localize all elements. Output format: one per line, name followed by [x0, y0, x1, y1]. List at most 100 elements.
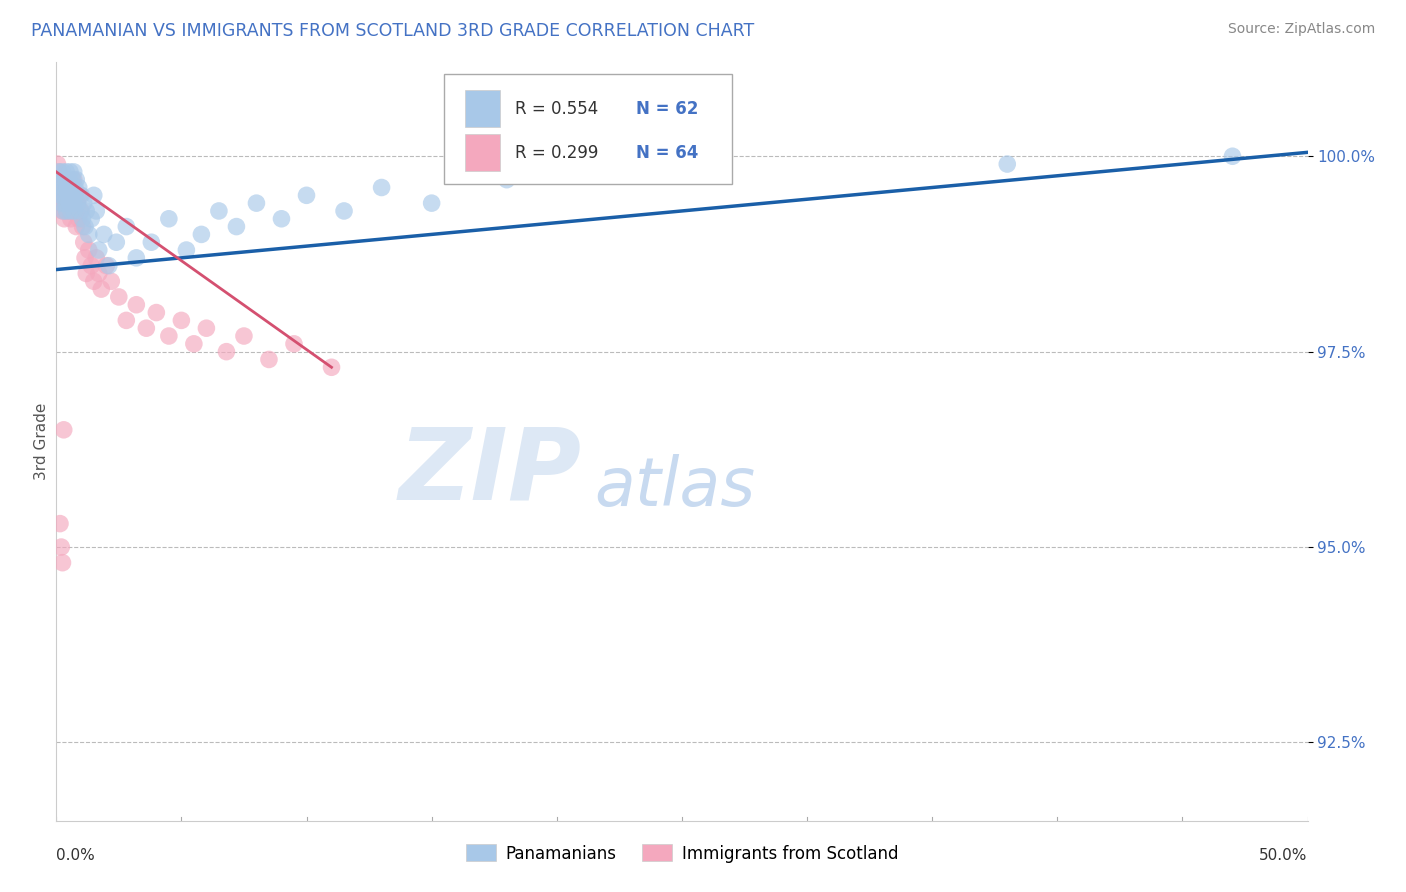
Point — [67, 180, 90, 194]
Point — [96, 259, 118, 273]
Point — [51, 172, 73, 186]
Point — [157, 329, 180, 343]
Point — [58, 196, 80, 211]
Point — [69, 203, 91, 218]
Point — [72, 219, 94, 234]
Text: 50.0%: 50.0% — [1260, 848, 1308, 863]
Point — [321, 360, 343, 375]
Point — [46, 172, 69, 186]
Point — [97, 259, 120, 273]
Point — [84, 251, 107, 265]
Point — [87, 267, 110, 281]
Text: R = 0.554: R = 0.554 — [516, 100, 599, 118]
Point — [75, 267, 97, 281]
Point — [51, 196, 73, 211]
Point — [52, 180, 75, 194]
Point — [51, 540, 73, 554]
Point — [63, 203, 86, 218]
Point — [48, 165, 70, 179]
Point — [190, 227, 212, 242]
Point — [72, 211, 94, 226]
Point — [84, 203, 107, 218]
Point — [63, 188, 86, 202]
Point — [73, 251, 96, 265]
Point — [87, 243, 110, 257]
Point — [55, 180, 77, 194]
Point — [52, 203, 75, 218]
Point — [90, 282, 112, 296]
Text: ZIP: ZIP — [399, 424, 582, 520]
Point — [63, 180, 86, 194]
Text: atlas: atlas — [595, 454, 755, 520]
Point — [108, 290, 131, 304]
Point — [53, 188, 76, 202]
Point — [77, 227, 100, 242]
Point — [145, 305, 167, 319]
Point — [62, 172, 84, 186]
Point — [157, 211, 180, 226]
Point — [53, 188, 76, 202]
Point — [333, 203, 356, 218]
Point — [60, 203, 83, 218]
Point — [233, 329, 256, 343]
Point — [995, 157, 1018, 171]
Point — [73, 219, 96, 234]
Point — [48, 165, 70, 179]
Point — [46, 157, 69, 171]
Point — [100, 274, 122, 288]
Point — [62, 180, 84, 194]
Point — [58, 172, 80, 186]
Text: R = 0.299: R = 0.299 — [516, 144, 599, 161]
Point — [49, 180, 72, 194]
Point — [48, 188, 70, 202]
Point — [52, 180, 75, 194]
Bar — [465, 90, 501, 127]
Point — [141, 235, 163, 250]
Point — [58, 180, 80, 194]
Point — [67, 211, 90, 226]
Point — [51, 556, 73, 570]
Point — [183, 336, 205, 351]
Point — [65, 172, 87, 186]
Point — [225, 219, 247, 234]
Point — [51, 203, 73, 218]
Point — [66, 196, 89, 211]
Y-axis label: 3rd Grade: 3rd Grade — [34, 403, 49, 480]
Point — [93, 227, 115, 242]
Point — [83, 274, 105, 288]
Point — [208, 203, 231, 218]
Point — [62, 196, 84, 211]
Point — [59, 196, 82, 211]
Point — [58, 188, 80, 202]
Point — [257, 352, 280, 367]
Point — [56, 180, 79, 194]
Point — [51, 172, 73, 186]
Point — [105, 235, 128, 250]
Point — [59, 165, 82, 179]
Point — [53, 172, 76, 186]
Point — [69, 188, 91, 202]
Point — [125, 298, 148, 312]
Text: 0.0%: 0.0% — [56, 848, 96, 863]
Point — [270, 211, 292, 226]
Point — [370, 180, 392, 194]
Point — [73, 196, 96, 211]
Text: N = 64: N = 64 — [636, 144, 697, 161]
Point — [49, 180, 72, 194]
Point — [80, 211, 103, 226]
Point — [195, 321, 218, 335]
Point — [70, 203, 93, 218]
Point — [75, 203, 97, 218]
FancyBboxPatch shape — [444, 74, 733, 184]
Bar — [465, 135, 501, 171]
Point — [55, 196, 77, 211]
Point — [73, 235, 96, 250]
Point — [49, 188, 72, 202]
Point — [52, 196, 75, 211]
Point — [135, 321, 157, 335]
Point — [58, 188, 80, 202]
Point — [1222, 149, 1244, 163]
Point — [176, 243, 198, 257]
Point — [125, 251, 148, 265]
Point — [495, 172, 517, 186]
